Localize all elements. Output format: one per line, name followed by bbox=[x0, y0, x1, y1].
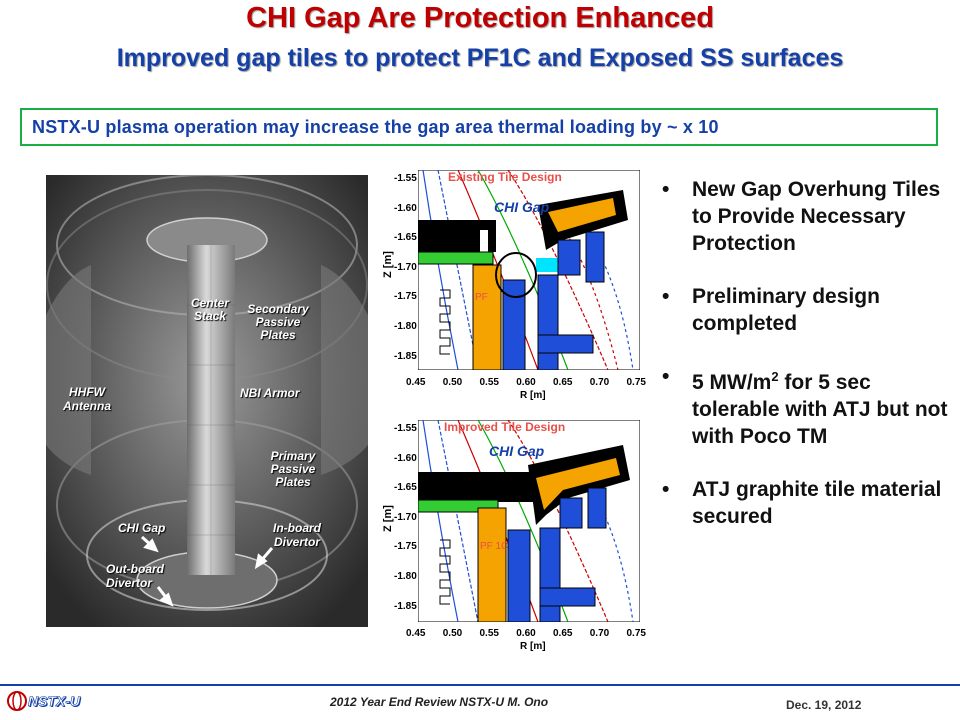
top-xtick: 0.75 bbox=[626, 377, 646, 388]
bottom-pf-label: PF 1C bbox=[480, 541, 509, 552]
bottom-ytick: -1.65 bbox=[394, 482, 417, 494]
bottom-y-ticks: -1.55 -1.60 -1.65 -1.70 -1.75 -1.80 -1.8… bbox=[394, 414, 417, 621]
bottom-xtick: 0.50 bbox=[442, 628, 463, 639]
label-chi-gap: CHI Gap bbox=[118, 521, 166, 535]
bottom-ytick: -1.75 bbox=[394, 541, 417, 553]
top-ytick: -1.85 bbox=[394, 350, 417, 362]
bottom-xtick: 0.70 bbox=[589, 628, 610, 639]
bottom-ytick: -1.60 bbox=[394, 452, 417, 464]
top-plot bbox=[418, 170, 640, 370]
logo-icon bbox=[7, 691, 27, 711]
banner-text: NSTX-U plasma operation may increase the… bbox=[32, 117, 719, 137]
top-ytick: -1.65 bbox=[394, 232, 417, 244]
label-primary-passive-plates: Primary Passive Plates bbox=[270, 449, 316, 489]
bullet-dot: • bbox=[662, 478, 670, 501]
top-ytick: -1.80 bbox=[394, 320, 417, 332]
top-xtick: 0.50 bbox=[442, 377, 463, 388]
bottom-plot bbox=[418, 420, 640, 622]
top-xtick: 0.45 bbox=[406, 377, 426, 388]
banner-box: NSTX-U plasma operation may increase the… bbox=[20, 108, 938, 146]
bottom-xtick: 0.45 bbox=[406, 628, 426, 639]
bottom-xtick: 0.75 bbox=[626, 628, 646, 639]
label-nbi-armor: NBI Armor bbox=[240, 386, 300, 400]
bullet-text: New Gap Overhung Tiles to Provide Necess… bbox=[692, 178, 941, 255]
bullet-dot: • bbox=[662, 285, 670, 308]
label-center-stack: Center Stack bbox=[190, 296, 229, 323]
top-ytick: -1.55 bbox=[394, 173, 417, 184]
label-secondary-passive-plates: Secondary Passive Plates bbox=[247, 302, 309, 342]
bullet-dot: • bbox=[662, 178, 670, 201]
bullet-item: • 5 MW/m2 for 5 sec tolerable with ATJ b… bbox=[662, 363, 952, 450]
top-x-ticks: 0.45 0.50 0.55 0.60 0.65 0.70 0.75 bbox=[406, 377, 646, 388]
arrow-head-outboard bbox=[159, 592, 174, 607]
bottom-plot-title: Improved Tile Design bbox=[444, 420, 566, 434]
bottom-xtick: 0.60 bbox=[516, 628, 536, 639]
bullet-text-rest: for 5 sec tolerable with ATJ but not wit… bbox=[692, 371, 948, 448]
bullet-superscript: 2 bbox=[771, 369, 779, 384]
footer-divider bbox=[0, 684, 960, 686]
footer-date: Dec. 19, 2012 bbox=[786, 698, 862, 712]
label-hhfw-antenna: HHFW Antenna bbox=[63, 385, 111, 413]
bullet-text: Preliminary design completed bbox=[692, 285, 880, 335]
label-inboard-divertor: In-board Divertor bbox=[273, 521, 321, 549]
bullet-list: • New Gap Overhung Tiles to Provide Nece… bbox=[662, 176, 952, 556]
top-ytick: -1.60 bbox=[394, 202, 417, 214]
arrow-head-inboard bbox=[254, 553, 268, 570]
slide-subtitle: Improved gap tiles to protect PF1C and E… bbox=[116, 44, 844, 72]
slide-title: CHI Gap Are Protection Enhanced bbox=[246, 2, 714, 34]
vessel-photo bbox=[46, 175, 368, 627]
bottom-xlabel: R [m] bbox=[520, 641, 546, 652]
bottom-x-ticks: 0.45 0.50 0.55 0.60 0.65 0.70 0.75 bbox=[406, 628, 646, 639]
arrow-head-chi-gap bbox=[143, 538, 159, 553]
bottom-ylabel: Z [m] bbox=[382, 505, 394, 532]
photo-arrows bbox=[140, 535, 274, 607]
nstx-logo: NSTX-U bbox=[6, 690, 96, 714]
bottom-xtick: 0.65 bbox=[553, 628, 573, 639]
top-plot-title: Existing Tile Design bbox=[448, 170, 562, 184]
label-outboard-divertor: Out-board Divertor bbox=[106, 562, 164, 590]
bottom-ytick: -1.70 bbox=[394, 511, 417, 523]
top-xtick: 0.70 bbox=[589, 377, 610, 388]
top-ytick: -1.70 bbox=[394, 261, 417, 273]
top-y-ticks: -1.55 -1.60 -1.65 -1.70 -1.75 -1.80 -1.8… bbox=[394, 164, 417, 371]
bottom-ytick: -1.80 bbox=[394, 570, 417, 582]
top-pf-label: PF bbox=[475, 292, 488, 303]
bottom-ytick: -1.55 bbox=[394, 423, 417, 434]
top-chi-gap-label: CHI Gap bbox=[494, 199, 550, 215]
logo-text: NSTX-U bbox=[28, 693, 81, 710]
bullet-dot: • bbox=[662, 365, 670, 388]
bullet-item: • Preliminary design completed bbox=[662, 283, 952, 337]
footer-center-text: 2012 Year End Review NSTX-U M. Ono bbox=[330, 695, 549, 709]
top-xlabel: R [m] bbox=[520, 390, 546, 401]
bullet-text: 5 MW/m bbox=[692, 371, 772, 394]
bottom-xtick: 0.55 bbox=[479, 628, 499, 639]
top-ytick: -1.75 bbox=[394, 291, 417, 303]
top-xtick: 0.60 bbox=[516, 377, 536, 388]
top-xtick: 0.65 bbox=[553, 377, 573, 388]
top-xtick: 0.55 bbox=[479, 377, 499, 388]
bottom-ytick: -1.85 bbox=[394, 600, 417, 612]
bullet-item: • ATJ graphite tile material secured bbox=[662, 476, 952, 530]
top-ylabel: Z [m] bbox=[382, 251, 394, 278]
bottom-chi-gap-label: CHI Gap bbox=[489, 443, 545, 459]
bullet-item: • New Gap Overhung Tiles to Provide Nece… bbox=[662, 176, 952, 257]
bullet-text: ATJ graphite tile material secured bbox=[692, 478, 942, 528]
